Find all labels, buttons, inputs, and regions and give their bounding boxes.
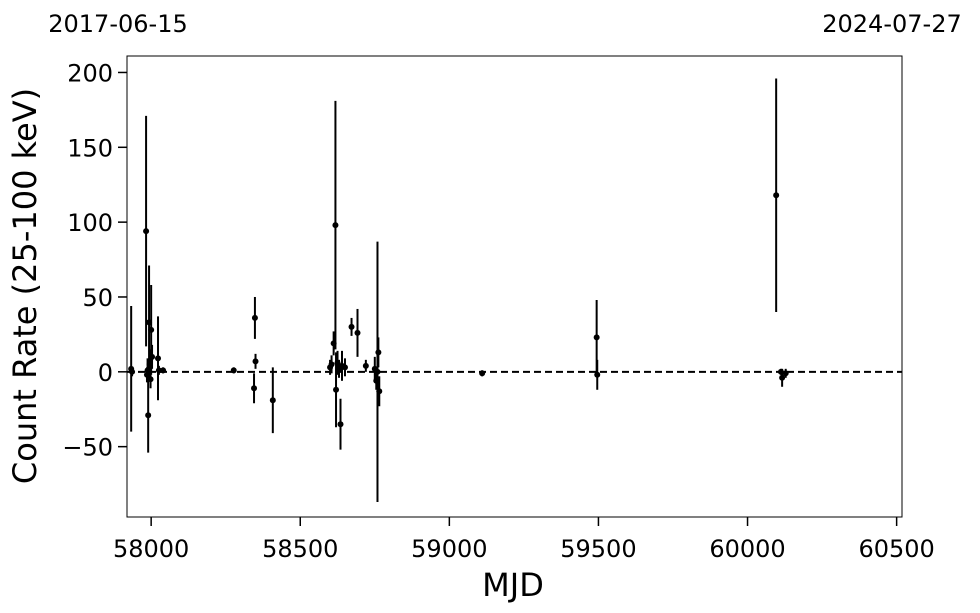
x-axis-label: MJD	[482, 566, 544, 604]
x-tick-label: 60000	[709, 535, 785, 563]
data-point	[251, 385, 258, 392]
data-point	[155, 355, 162, 362]
data-point	[328, 361, 335, 368]
data-point	[362, 362, 369, 369]
data-point	[333, 386, 340, 393]
x-tick-label: 58000	[113, 535, 189, 563]
data-point	[148, 326, 155, 333]
x-start-date: 2017-06-15	[48, 10, 187, 38]
data-point	[593, 334, 600, 341]
x-end-date: 2024-07-27	[822, 10, 961, 38]
data-point	[773, 192, 780, 199]
data-point	[376, 388, 383, 395]
data-point	[782, 370, 789, 377]
data-point	[149, 353, 156, 360]
data-point	[779, 374, 786, 381]
data-point	[354, 329, 361, 336]
x-tick-label: 59500	[560, 535, 636, 563]
data-point	[230, 367, 237, 374]
data-point	[479, 370, 486, 377]
data-point	[374, 368, 381, 375]
data-point	[594, 371, 601, 378]
x-tick-label: 59000	[411, 535, 487, 563]
y-tick-label: 150	[67, 134, 113, 162]
data-point	[160, 367, 167, 374]
y-tick-label: 100	[67, 209, 113, 237]
data-point	[269, 397, 276, 404]
y-tick-label: 200	[67, 59, 113, 87]
x-tick-label: 58500	[262, 535, 338, 563]
data-point	[251, 314, 258, 321]
data-point	[129, 368, 136, 375]
data-point	[332, 222, 339, 229]
y-tick-label: 0	[98, 359, 113, 387]
data-point	[143, 228, 150, 235]
y-tick-label: 50	[82, 284, 113, 312]
data-point	[348, 323, 355, 330]
y-tick-label: −50	[62, 434, 113, 462]
data-point	[155, 367, 162, 374]
data-point	[145, 412, 152, 419]
y-axis-label: Count Rate (25-100 keV)	[6, 88, 44, 484]
plot-frame	[126, 55, 903, 518]
data-point	[252, 358, 259, 365]
data-point	[147, 376, 154, 383]
data-point	[341, 364, 348, 371]
data-point	[375, 349, 382, 356]
data-point	[337, 421, 344, 428]
x-tick-label: 60500	[858, 535, 934, 563]
